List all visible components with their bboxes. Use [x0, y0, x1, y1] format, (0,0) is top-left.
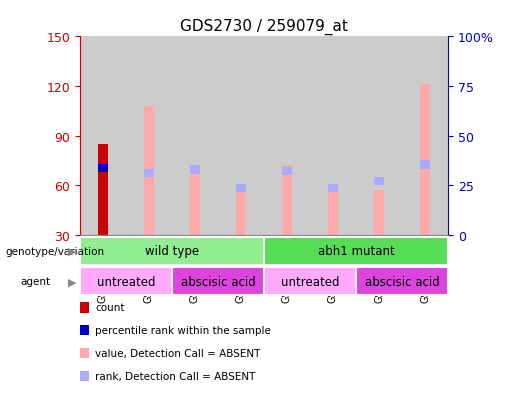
Text: genotype/variation: genotype/variation: [5, 246, 104, 256]
Text: abscisic acid: abscisic acid: [365, 275, 439, 288]
Bar: [190, 166, 200, 174]
Bar: [420, 161, 430, 169]
Bar: [310, 37, 356, 235]
Text: ▶: ▶: [67, 246, 76, 256]
Bar: [374, 178, 384, 186]
Title: GDS2730 / 259079_at: GDS2730 / 259079_at: [180, 18, 348, 34]
Text: value, Detection Call = ABSENT: value, Detection Call = ABSENT: [95, 348, 261, 358]
Bar: [356, 37, 402, 235]
Text: count: count: [95, 303, 125, 313]
Text: agent: agent: [21, 277, 50, 287]
Bar: [328, 184, 338, 192]
Bar: [172, 37, 218, 235]
Bar: [98, 145, 108, 235]
Bar: [144, 169, 154, 178]
Bar: [190, 166, 200, 235]
Text: percentile rank within the sample: percentile rank within the sample: [95, 325, 271, 335]
Bar: [402, 37, 448, 235]
Text: untreated: untreated: [281, 275, 339, 288]
Text: untreated: untreated: [97, 275, 155, 288]
Text: rank, Detection Call = ABSENT: rank, Detection Call = ABSENT: [95, 371, 255, 381]
Bar: [218, 37, 264, 235]
Bar: [172, 268, 264, 295]
Bar: [80, 237, 264, 265]
Bar: [328, 184, 338, 235]
Bar: [264, 268, 356, 295]
Bar: [264, 237, 448, 265]
Bar: [282, 168, 292, 176]
Bar: [282, 166, 292, 235]
Bar: [420, 85, 430, 235]
Bar: [144, 107, 154, 235]
Text: abscisic acid: abscisic acid: [181, 275, 255, 288]
Bar: [126, 37, 172, 235]
Bar: [236, 184, 246, 192]
Bar: [80, 37, 126, 235]
Bar: [264, 37, 310, 235]
Bar: [98, 164, 108, 173]
Bar: [374, 191, 384, 235]
Bar: [356, 268, 448, 295]
Bar: [236, 191, 246, 235]
Text: abh1 mutant: abh1 mutant: [318, 245, 394, 258]
Text: wild type: wild type: [145, 245, 199, 258]
Text: ▶: ▶: [67, 277, 76, 287]
Bar: [80, 268, 172, 295]
